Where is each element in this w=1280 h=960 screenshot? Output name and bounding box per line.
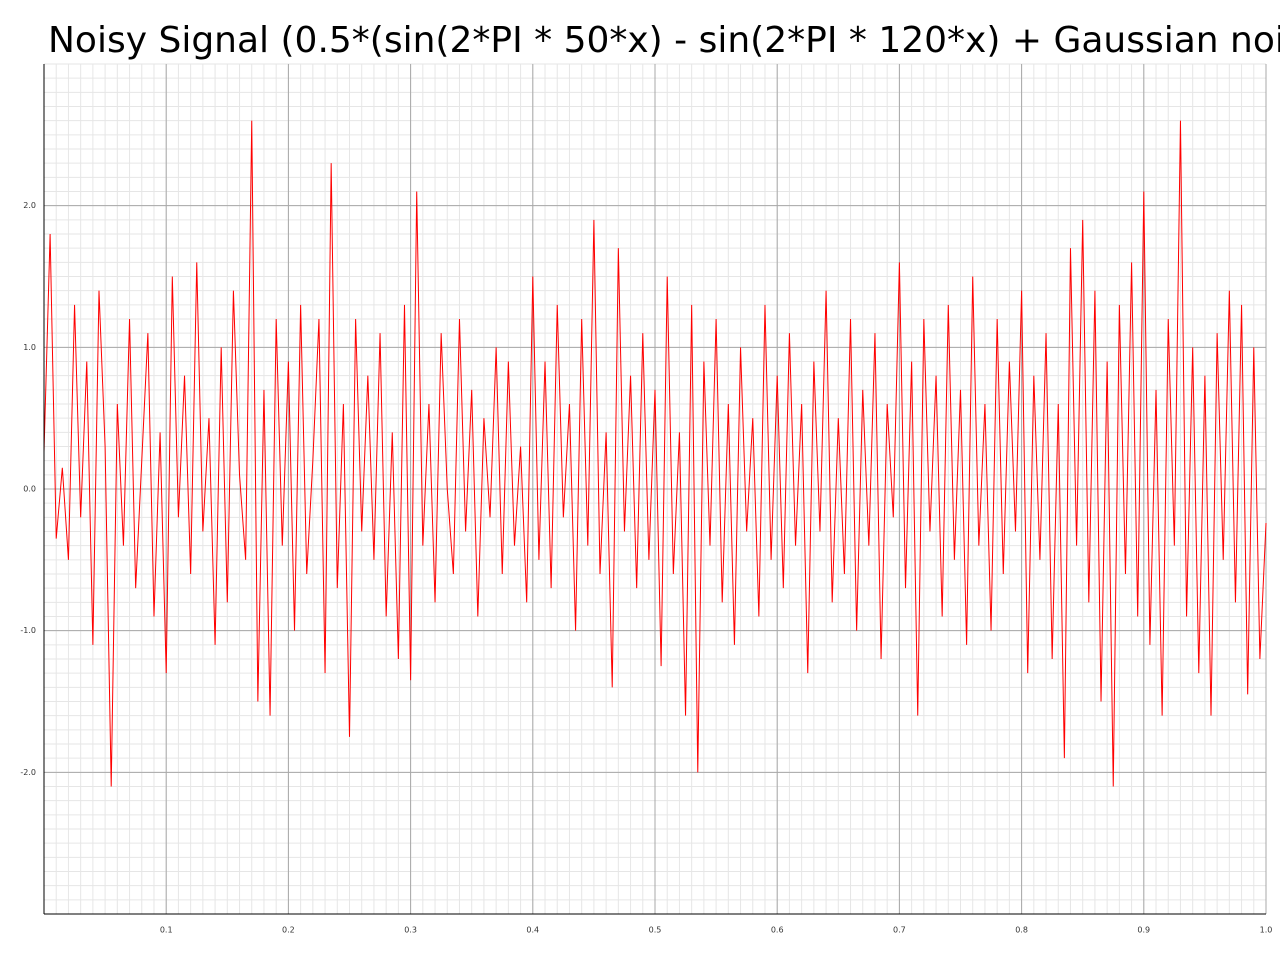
signal-line — [43, 120, 1267, 787]
x-tick-label: 0.7 — [893, 926, 906, 935]
plot — [43, 120, 1267, 787]
x-tick-label: 0.8 — [1015, 926, 1028, 935]
x-tick-label: 1.0 — [1260, 926, 1273, 935]
x-tick-label: 0.2 — [282, 926, 295, 935]
y-tick-label: -1.0 — [20, 626, 36, 635]
y-tick-label: -2.0 — [20, 768, 36, 777]
y-tick-label: 1.0 — [23, 343, 36, 352]
grid — [43, 63, 1267, 915]
x-tick-label: 0.4 — [526, 926, 539, 935]
x-tick-label: 0.5 — [649, 926, 662, 935]
x-tick-label: 0.6 — [771, 926, 784, 935]
x-tick-label: 0.1 — [160, 926, 173, 935]
x-tick-label: 0.3 — [404, 926, 417, 935]
y-tick-label: 0.0 — [23, 485, 36, 494]
y-tick-label: 2.0 — [23, 201, 36, 210]
x-tick-label: 0.9 — [1137, 926, 1150, 935]
chart-title: Noisy Signal (0.5*(sin(2*PI * 50*x) - si… — [48, 20, 1280, 61]
